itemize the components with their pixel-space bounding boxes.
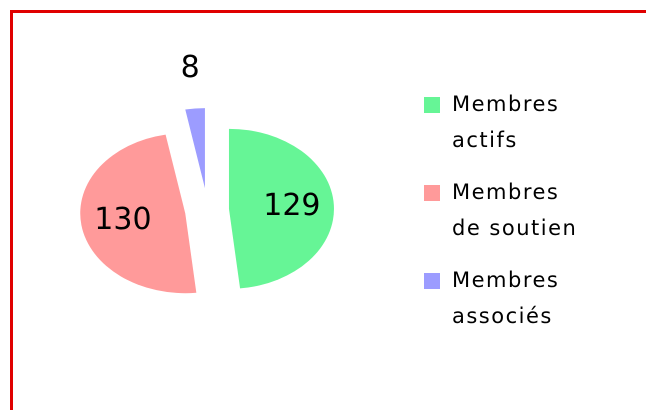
legend-line: Membres <box>452 92 559 116</box>
legend-line: Membres <box>452 268 559 292</box>
data-label: 129 <box>263 188 320 223</box>
legend-label: Membres de soutien <box>452 180 577 240</box>
pie-slice <box>80 134 197 294</box>
legend-swatch <box>424 185 440 201</box>
legend-line: actifs <box>452 128 518 152</box>
legend-swatch <box>424 97 440 113</box>
legend-swatch <box>424 273 440 289</box>
legend-line: associés <box>452 304 553 328</box>
legend-label: Membres associés <box>452 268 559 328</box>
legend-line: de soutien <box>452 216 577 240</box>
legend-line: Membres <box>452 180 559 204</box>
data-label: 8 <box>181 50 200 85</box>
pie-slice <box>228 128 334 289</box>
legend-label: Membres actifs <box>452 92 559 152</box>
pie-slice <box>185 108 205 189</box>
data-label: 130 <box>94 202 151 237</box>
